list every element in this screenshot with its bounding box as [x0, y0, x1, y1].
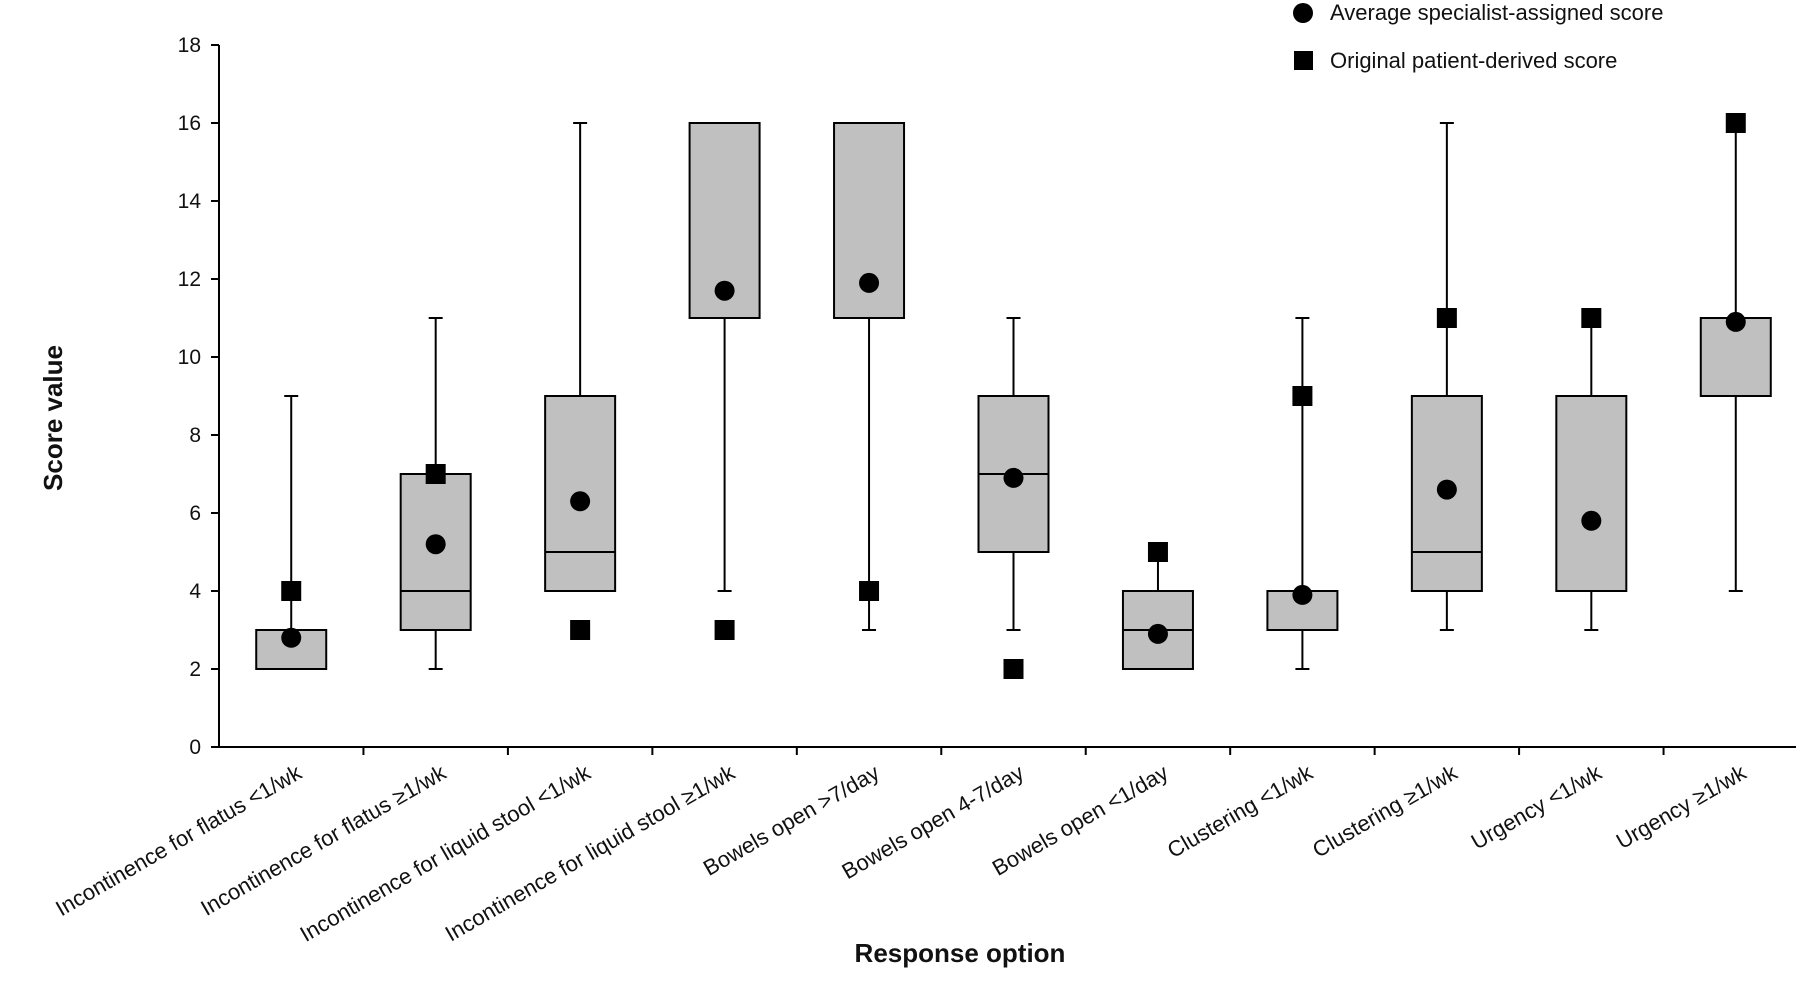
average-specialist-score-point	[425, 534, 446, 555]
category-label: Urgency <1/wk	[1467, 759, 1607, 854]
y-tick-label: 8	[189, 424, 201, 447]
legend-circle-marker	[1293, 3, 1313, 23]
legend: Average specialist-assigned score Origin…	[1293, 0, 1663, 73]
box-2	[399, 317, 472, 670]
average-specialist-score-point	[1436, 479, 1457, 500]
interquartile-box	[1699, 317, 1772, 397]
original-patient-score-point	[1581, 308, 1602, 328]
y-tick-label: 6	[189, 502, 201, 525]
category-label: Urgency ≥1/wk	[1612, 759, 1751, 854]
axes	[218, 45, 1796, 748]
y-tick-label: 2	[189, 658, 201, 681]
category-label: Incontinence for liquid stool ≥1/wk	[441, 759, 740, 946]
category-label: Clustering ≥1/wk	[1308, 759, 1462, 862]
y-tick-label: 18	[178, 34, 201, 57]
y-tick-label: 14	[178, 190, 202, 213]
y-axis-title: Score value	[38, 345, 68, 491]
y-ticks: 0 2 4 6 8 10 12 14 16 18	[178, 34, 219, 759]
box-8	[1266, 317, 1339, 670]
original-patient-score-point	[859, 581, 880, 601]
box-10	[1555, 317, 1628, 631]
y-tick-label: 12	[178, 268, 201, 291]
category-label: Clustering <1/wk	[1163, 759, 1318, 863]
x-ticks	[362, 747, 1665, 755]
category-label: Incontinence for liquid stool <1/wk	[296, 759, 596, 947]
original-patient-score-point	[1292, 386, 1313, 406]
original-patient-score-point	[570, 620, 591, 640]
legend-label-original: Original patient-derived score	[1330, 48, 1617, 73]
average-specialist-score-point	[1725, 311, 1746, 332]
y-tick-label: 0	[189, 736, 201, 759]
average-specialist-score-point	[281, 627, 302, 648]
average-specialist-score-point	[714, 280, 735, 301]
original-patient-score-point	[1003, 659, 1024, 679]
original-patient-score-point	[1725, 113, 1746, 133]
original-patient-score-point	[281, 581, 302, 601]
y-tick-label: 10	[178, 346, 201, 369]
average-specialist-score-point	[1292, 584, 1313, 605]
boxes	[255, 122, 1772, 670]
box-11	[1699, 122, 1772, 592]
interquartile-box	[544, 395, 617, 592]
average-specialist-score-point	[1581, 510, 1602, 531]
box-9	[1410, 122, 1483, 631]
original-patient-score-point	[425, 464, 446, 484]
y-tick-label: 16	[178, 112, 201, 135]
interquartile-box	[1555, 395, 1628, 592]
original-patient-score-point	[714, 620, 735, 640]
box-3	[544, 122, 617, 592]
category-label: Incontinence for flatus <1/wk	[51, 759, 306, 921]
legend-square-marker	[1294, 51, 1313, 70]
markers	[281, 113, 1746, 679]
y-tick-label: 4	[189, 580, 201, 603]
category-labels: Incontinence for flatus <1/wkIncontinenc…	[51, 759, 1751, 947]
x-axis-title: Response option	[855, 938, 1066, 968]
box-5	[833, 122, 906, 631]
average-specialist-score-point	[859, 272, 880, 293]
legend-label-average: Average specialist-assigned score	[1330, 0, 1663, 25]
box-7	[1121, 551, 1194, 670]
average-specialist-score-point	[1147, 623, 1168, 644]
average-specialist-score-point	[570, 491, 591, 512]
original-patient-score-point	[1147, 542, 1168, 562]
original-patient-score-point	[1436, 308, 1457, 328]
box-4	[688, 122, 761, 592]
average-specialist-score-point	[1003, 467, 1024, 488]
category-label: Incontinence for flatus ≥1/wk	[196, 759, 451, 920]
